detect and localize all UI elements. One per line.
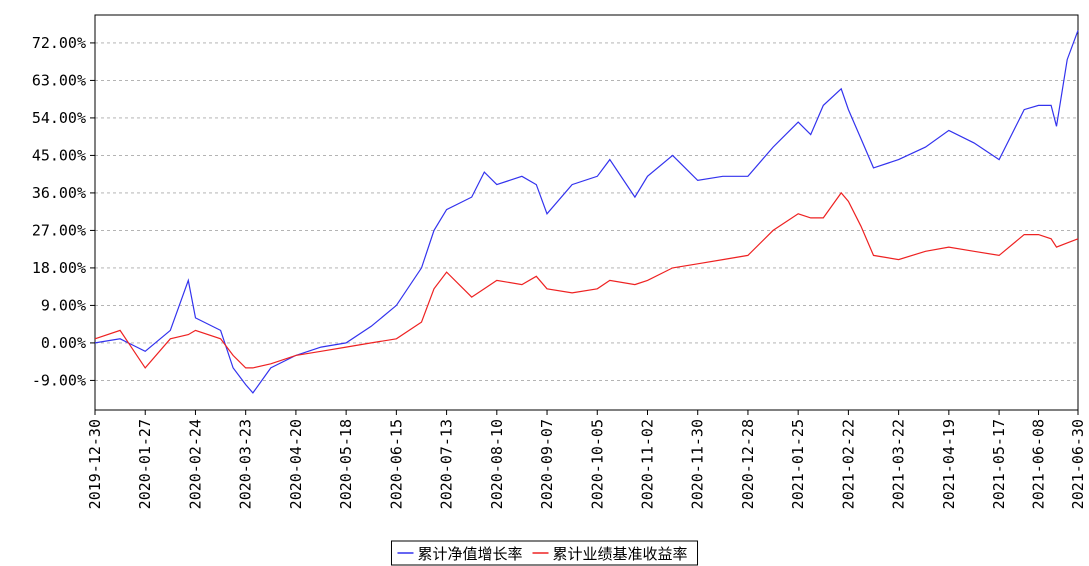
y-tick-label: 9.00% xyxy=(41,296,86,314)
x-tick-label: 2021-03-22 xyxy=(890,419,908,509)
plot-frame xyxy=(94,14,1079,411)
x-tick-label: 2020-03-23 xyxy=(237,419,255,509)
x-tick-label: 2020-04-20 xyxy=(287,419,305,509)
y-tick-label: 72.00% xyxy=(32,34,86,52)
legend: 累计净值增长率 累计业绩基准收益率 xyxy=(390,540,699,566)
x-tick-label: 2020-11-02 xyxy=(638,419,656,509)
y-tick-label: 36.00% xyxy=(32,184,86,202)
x-tick-label: 2020-07-13 xyxy=(438,419,456,509)
x-tick-label: 2021-05-17 xyxy=(990,419,1008,509)
x-tick-label: 2021-06-08 xyxy=(1030,419,1048,509)
x-tick-label: 2020-12-28 xyxy=(739,419,757,509)
legend-label: 累计业绩基准收益率 xyxy=(553,545,688,563)
x-tick-label: 2020-09-07 xyxy=(538,419,556,509)
x-tick-label: 2020-10-05 xyxy=(588,419,606,509)
x-tick-label: 2021-04-19 xyxy=(940,419,958,509)
y-tick-label: 18.00% xyxy=(32,259,86,277)
legend-label: 累计净值增长率 xyxy=(417,545,522,563)
y-tick-label: 27.00% xyxy=(32,221,86,239)
series-line xyxy=(94,191,1079,369)
x-tick-label: 2020-02-24 xyxy=(186,419,204,509)
x-tick-label: 2020-06-15 xyxy=(387,419,405,509)
y-tick-label: -9.00% xyxy=(32,371,86,389)
y-tick-label: 0.00% xyxy=(41,334,86,352)
y-tick-label: 54.00% xyxy=(32,109,86,127)
x-tick-label: 2020-11-30 xyxy=(689,419,707,509)
x-tick-label: 2020-05-18 xyxy=(337,419,355,509)
x-tick-label: 2020-01-27 xyxy=(136,419,154,509)
x-tick-label: 2020-08-10 xyxy=(488,419,506,509)
x-tick-label: 2019-12-30 xyxy=(86,419,104,509)
x-tick-label: 2021-01-25 xyxy=(789,419,807,509)
x-tick-label: 2021-02-22 xyxy=(839,419,857,509)
series-line xyxy=(94,30,1079,394)
y-tick-label: 63.00% xyxy=(32,71,86,89)
y-tick-label: 45.00% xyxy=(32,146,86,164)
x-tick-label: 2021-06-30 xyxy=(1069,419,1087,509)
